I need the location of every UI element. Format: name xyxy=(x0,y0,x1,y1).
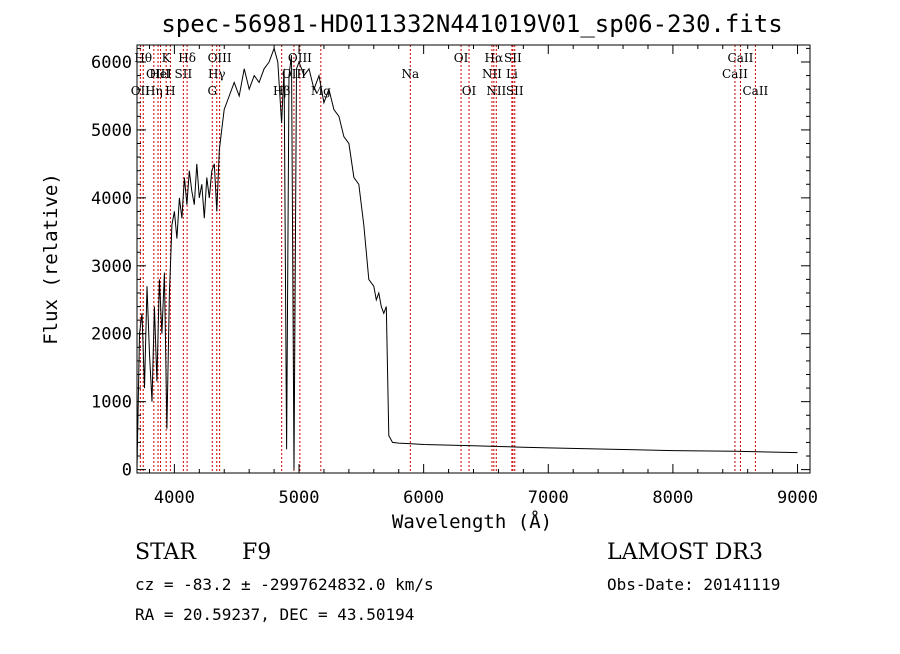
y-tick-label: 4000 xyxy=(91,189,132,209)
object-type: STAR xyxy=(135,540,197,565)
x-tick-label: 4000 xyxy=(154,488,195,508)
line-marker-label: OIII xyxy=(208,51,232,65)
line-marker-label: Hδ xyxy=(178,51,196,65)
line-markers xyxy=(139,45,756,473)
line-marker-label: OIII xyxy=(282,67,306,81)
line-marker-label: Hη xyxy=(145,84,163,98)
line-marker-label: CaII xyxy=(722,67,748,81)
line-marker-label: Li xyxy=(506,67,518,81)
y-tick-label: 6000 xyxy=(91,53,132,73)
x-tick-label: 9000 xyxy=(777,488,818,508)
line-marker-label: Mg xyxy=(311,84,331,98)
line-marker-label: SII xyxy=(504,51,522,65)
line-marker-label: CaII xyxy=(742,84,768,98)
survey-name: LAMOST DR3 xyxy=(607,540,763,565)
line-marker-label: CaII xyxy=(728,51,754,65)
y-tick-label: 5000 xyxy=(91,121,132,141)
y-tick-label: 1000 xyxy=(91,393,132,413)
line-marker-label: Hγ xyxy=(208,67,226,81)
line-marker-label: OI xyxy=(462,84,477,98)
line-marker-label: Hα xyxy=(485,51,504,65)
line-marker-label: SII xyxy=(506,84,524,98)
y-tick-label: 3000 xyxy=(91,257,132,277)
obs-date: Obs-Date: 20141119 xyxy=(607,575,780,594)
spectral-subclass: F9 xyxy=(242,540,271,565)
line-marker-label: OIII xyxy=(288,51,312,65)
y-axis-label: Flux (relative) xyxy=(40,173,62,345)
x-tick-label: 5000 xyxy=(279,488,320,508)
y-axis: 0 1000 2000 3000 4000 5000 6000 xyxy=(91,47,810,481)
line-marker-label: H xyxy=(165,84,175,98)
x-tick-label: 6000 xyxy=(403,488,444,508)
line-marker-label: HeI xyxy=(149,67,172,81)
line-marker-label: G xyxy=(207,84,217,98)
x-tick-label: 7000 xyxy=(528,488,569,508)
chart-title: spec-56981-HD011332N441019V01_sp06-230.f… xyxy=(161,10,782,38)
y-tick-label: 0 xyxy=(122,461,132,481)
plot-frame xyxy=(136,44,811,474)
line-marker-labels: OIIHθHηOIIIHeIKHSIIHδGHγOIIIHβOIIIOIIIMg… xyxy=(131,51,769,98)
spectrum-line xyxy=(136,46,798,470)
line-marker-label: SII xyxy=(175,67,193,81)
line-marker-label: NII xyxy=(482,67,502,81)
line-marker-label: OI xyxy=(454,51,469,65)
x-tick-label: 8000 xyxy=(652,488,693,508)
line-marker-label: Hβ xyxy=(273,84,290,98)
line-marker-label: NII xyxy=(486,84,506,98)
line-marker-label: K xyxy=(162,51,172,65)
coordinates: RA = 20.59237, DEC = 43.50194 xyxy=(135,605,414,624)
x-axis-label: Wavelength (Å) xyxy=(392,510,552,533)
line-marker-label: OII xyxy=(131,84,151,98)
line-marker-label: OIII xyxy=(146,67,170,81)
line-marker-label: Na xyxy=(401,67,419,81)
redshift-text: cz = -83.2 ± -2997624832.0 km/s xyxy=(135,575,434,594)
x-axis: 4000 5000 6000 7000 8000 9000 xyxy=(148,45,818,508)
y-tick-label: 2000 xyxy=(91,325,132,345)
